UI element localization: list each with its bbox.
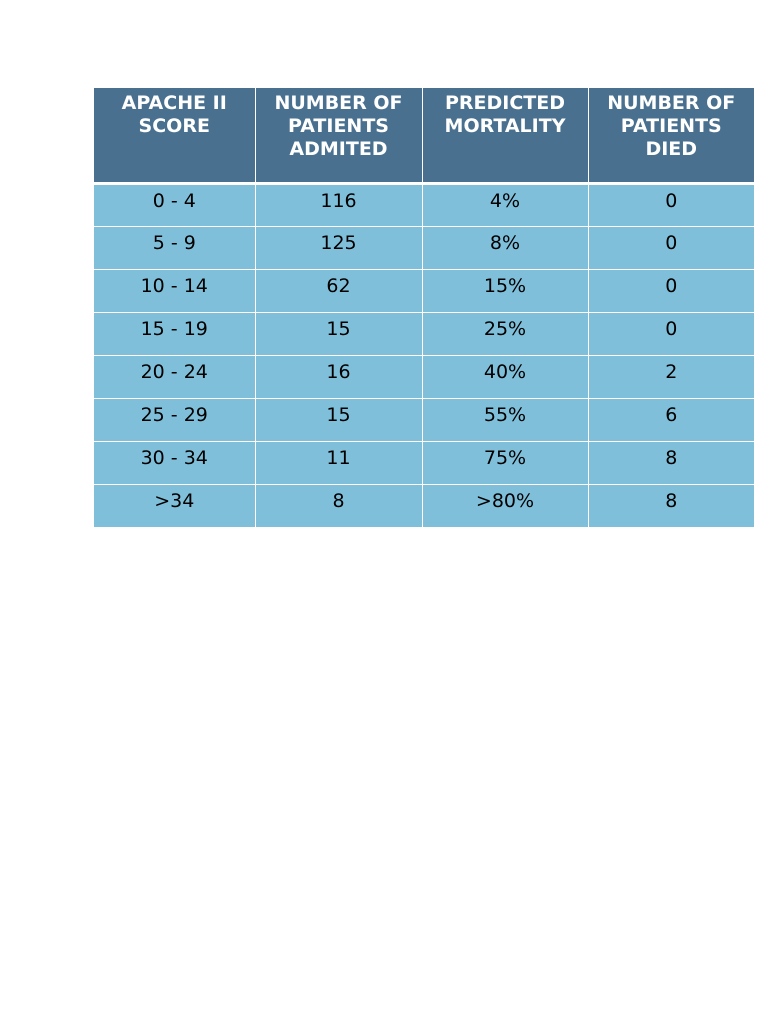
table-cell: 15: [254, 311, 423, 356]
table-cell: 8: [587, 440, 754, 485]
table-cell: 10 - 14: [94, 268, 256, 313]
apache-table: APACHE II SCORE NUMBER OF PATIENTS ADMITE…: [94, 88, 754, 528]
header-cell: NUMBER OF PATIENTS ADMITED: [254, 88, 423, 185]
table-row: 0 - 4 116 4% 0: [94, 182, 754, 227]
header-cell: NUMBER OF PATIENTS DIED: [587, 88, 754, 185]
table-cell: 25 - 29: [94, 397, 256, 442]
table-cell: >34: [94, 483, 256, 528]
table-row: 25 - 29 15 55% 6: [94, 397, 754, 442]
header-cell: PREDICTED MORTALITY: [421, 88, 589, 185]
table-cell: 30 - 34: [94, 440, 256, 485]
table-cell: 55%: [421, 397, 589, 442]
table-cell: 2: [587, 354, 754, 399]
table-cell: 8%: [421, 225, 589, 270]
table-cell: 6: [587, 397, 754, 442]
table-cell: 5 - 9: [94, 225, 256, 270]
table-row: 20 - 24 16 40% 2: [94, 354, 754, 399]
table-cell: 16: [254, 354, 423, 399]
table-cell: 25%: [421, 311, 589, 356]
table-row: 10 - 14 62 15% 0: [94, 268, 754, 313]
table-cell: 15 - 19: [94, 311, 256, 356]
table-row: 15 - 19 15 25% 0: [94, 311, 754, 356]
table-cell: 75%: [421, 440, 589, 485]
table-cell: 0: [587, 268, 754, 313]
header-cell: APACHE II SCORE: [94, 88, 256, 185]
table-row: >34 8 >80% 8: [94, 483, 754, 528]
header-row: APACHE II SCORE NUMBER OF PATIENTS ADMITE…: [94, 88, 754, 185]
table-cell: 125: [254, 225, 423, 270]
table-row: 30 - 34 11 75% 8: [94, 440, 754, 485]
table-cell: 0 - 4: [94, 182, 256, 227]
table-cell: >80%: [421, 483, 589, 528]
table-cell: 0: [587, 182, 754, 227]
table-cell: 4%: [421, 182, 589, 227]
table-cell: 8: [254, 483, 423, 528]
table-cell: 40%: [421, 354, 589, 399]
table-cell: 116: [254, 182, 423, 227]
table-cell: 0: [587, 311, 754, 356]
table-body: 0 - 4 116 4% 0 5 - 9 125 8% 0 10 - 14 62 15% 0 15 - …: [94, 182, 754, 528]
table-cell: 0: [587, 225, 754, 270]
table-cell: 11: [254, 440, 423, 485]
table-cell: 8: [587, 483, 754, 528]
table-row: 5 - 9 125 8% 0: [94, 225, 754, 270]
table-cell: 15: [254, 397, 423, 442]
table-cell: 62: [254, 268, 423, 313]
table-cell: 20 - 24: [94, 354, 256, 399]
table-cell: 15%: [421, 268, 589, 313]
